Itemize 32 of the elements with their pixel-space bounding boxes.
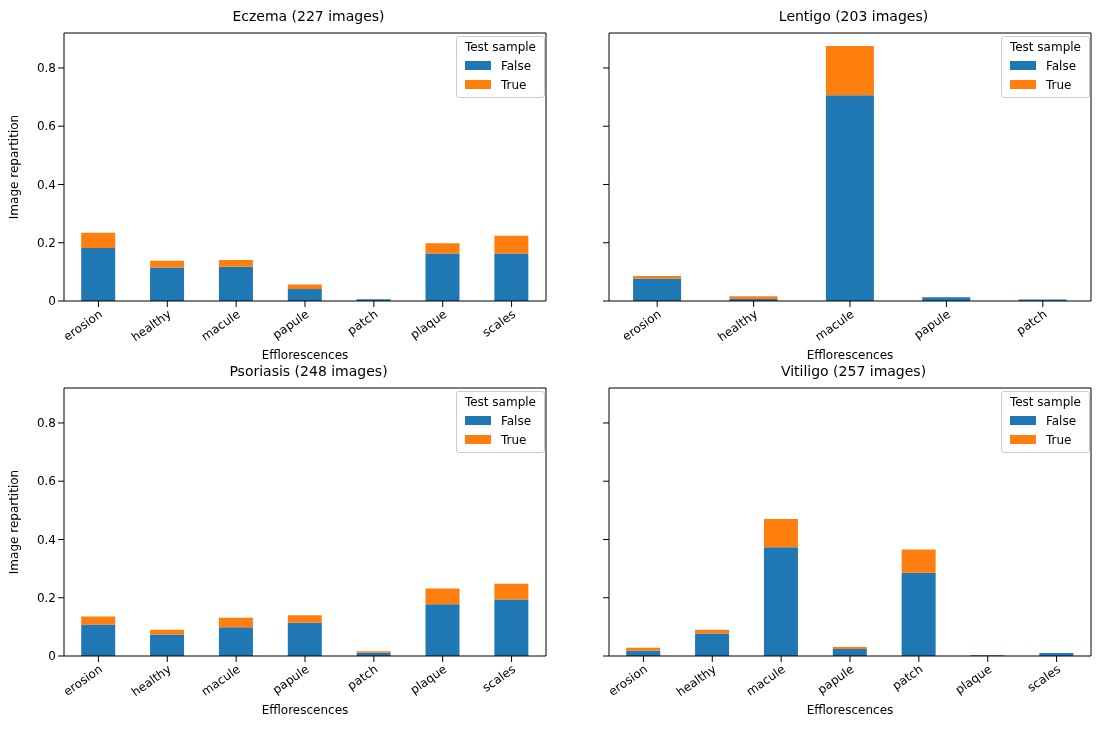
x-axis-title: Efflorescences: [806, 348, 894, 362]
chart-title: Vitiligo (257 images): [779, 363, 928, 381]
y-tick-label: 0.8: [36, 416, 56, 431]
legend-label: True: [500, 77, 527, 92]
legend-title: Test sample: [464, 40, 536, 54]
chart-title: Lentigo (203 images): [777, 8, 930, 26]
legend-label: True: [1045, 77, 1072, 92]
legend-label: False: [1045, 58, 1077, 73]
y-axis-title: Image repartition: [7, 469, 22, 575]
legend-title: Test sample: [464, 395, 536, 409]
y-tick-label: 0.2: [36, 236, 56, 250]
y-tick-label: 0: [48, 649, 56, 664]
y-tick-label: 0.4: [36, 177, 56, 192]
y-tick-label: 0.4: [36, 532, 56, 547]
x-axis-title: Efflorescences: [261, 703, 349, 717]
legend-title: Test sample: [1009, 395, 1081, 409]
y-tick-label: 0.6: [36, 119, 56, 134]
legend-label: False: [500, 413, 532, 428]
y-tick-label: 0.2: [36, 591, 56, 605]
y-tick-label: 0.8: [36, 61, 56, 76]
legend-title: Test sample: [1009, 40, 1081, 54]
chart-title: Eczema (227 images): [231, 8, 386, 26]
chart-title: Psoriasis (248 images): [228, 363, 389, 381]
y-axis-title: Image repartition: [7, 114, 22, 220]
y-tick-label: 0.6: [36, 474, 56, 489]
legend-label: False: [500, 58, 532, 73]
y-tick-label: 0: [48, 294, 56, 309]
x-axis-title: Efflorescences: [261, 348, 349, 362]
x-axis-title: Efflorescences: [806, 703, 894, 717]
legend-label: True: [500, 432, 527, 447]
legend-label: False: [1045, 413, 1077, 428]
legend-label: True: [1045, 432, 1072, 447]
